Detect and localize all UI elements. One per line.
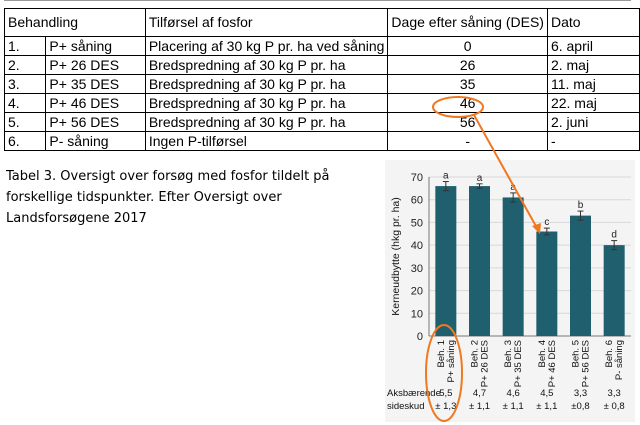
side-shoots-sd: ± 1,1 [536, 401, 557, 412]
header-des: Dage efter såning (DES) [387, 8, 548, 37]
bar [536, 231, 558, 336]
cell-date: 2. maj [546, 55, 640, 75]
x-category-label: Beh. 3 [503, 340, 514, 367]
cell-des-value: 0 [387, 36, 548, 56]
cell-row-number: 5. [3, 112, 47, 132]
x-category-label: P+ 56 DES [581, 340, 592, 387]
cell-phosphorus-application: Bredspredning af 30 kg P pr. ha [144, 55, 389, 75]
y-tick-label: 20 [411, 286, 423, 298]
cell-row-number: 2. [3, 55, 47, 75]
table-row: 3. P+ 35 DES Bredspredning af 30 kg P pr. … [3, 74, 640, 94]
cell-des-value: 35 [387, 74, 548, 94]
cell-phosphorus-application: Placering af 30 kg P pr. ha ved såning [144, 36, 389, 56]
cell-des-value: 46 [387, 93, 548, 113]
side-shoots-mean: 4,6 [507, 388, 520, 399]
cell-row-number: 6. [3, 131, 47, 151]
cell-treatment-name: P+ såning [45, 36, 146, 56]
table-caption: Tabel 3. Oversigt over forsøg med fosfor… [6, 169, 330, 226]
x-category-label: P+ 26 DES [480, 340, 491, 387]
y-tick-label: 70 [411, 172, 423, 184]
y-tick-label: 40 [411, 240, 423, 252]
cell-phosphorus-application: Ingen P-tilførsel [144, 131, 389, 151]
side-shoots-mean: 3,3 [574, 388, 587, 399]
table-row: 5. P+ 56 DES Bredspredning af 30 kg P pr. … [3, 112, 640, 132]
cell-phosphorus-application: Bredspredning af 30 kg P pr. ha [144, 112, 389, 132]
side-shoots-sd: ±0,8 [571, 401, 589, 412]
header-behandling: Behandling [4, 8, 146, 37]
x-category-label: P+ 35 DES [513, 340, 524, 387]
bar [570, 215, 591, 336]
y-tick-label: 50 [411, 217, 423, 229]
significance-letter: a [510, 182, 516, 193]
treatment-table: Behandling Tilførsel af fosfor Dage efte… [3, 8, 640, 151]
cell-treatment-name: P+ 26 DES [45, 55, 146, 75]
side-shoots-mean: 4,7 [473, 388, 486, 399]
cell-phosphorus-application: Bredspredning af 30 kg P pr. ha [144, 74, 389, 94]
significance-letter: d [611, 230, 617, 241]
table-row: 4. P+ 46 DES Bredspredning af 30 kg P pr. … [3, 93, 640, 113]
table-row: 2. P+ 26 DES Bredspredning af 30 kg P pr. … [3, 55, 640, 75]
side-shoots-mean: 5,5 [439, 388, 452, 399]
significance-letter: a [443, 171, 449, 182]
cell-treatment-name: P+ 35 DES [45, 74, 146, 94]
top-rule [4, 0, 631, 9]
header-dato: Dato [546, 8, 640, 37]
side-shoots-sd: ± 1,1 [503, 401, 524, 412]
side-shoots-sd: ± 0,8 [604, 401, 625, 412]
side-shoots-mean: 4,5 [540, 388, 553, 399]
bar [502, 197, 524, 336]
x-category-label: P+ 46 DES [547, 340, 558, 387]
side-shoots-sd: ± 1,1 [469, 401, 490, 412]
cell-des-value: - [387, 131, 548, 151]
side-shoots-mean: 3,3 [608, 388, 621, 399]
y-tick-label: 10 [411, 308, 423, 320]
x-category-label: P+ såning [446, 340, 457, 383]
cell-date: 6. april [546, 36, 640, 56]
cell-row-number: 4. [3, 93, 47, 113]
significance-letter: b [578, 200, 584, 211]
yield-bar-chart: 0 10 20 30 40 50 60 70 Kerneudbytte (hkg pr. ha)… [385, 160, 635, 422]
x-category-label: P- såning [614, 340, 625, 380]
y-tick-label: 60 [411, 195, 423, 207]
bar [603, 245, 625, 336]
y-axis-title: Kerneudbytte (hkg pr. ha) [390, 197, 402, 316]
side-shoots-label: sideskud [387, 401, 425, 412]
header-tilforsel: Tilførsel af fosfor [144, 8, 389, 37]
cell-date: 11. maj [546, 74, 640, 94]
y-tick-label: 0 [417, 331, 423, 343]
side-shoots-sd: ± 1,3 [435, 401, 456, 412]
side-shoots-label: Aksbærende [387, 388, 441, 399]
cell-treatment-name: P- såning [45, 131, 146, 151]
cell-date: 2. juni [546, 112, 640, 132]
y-tick-label: 30 [411, 263, 423, 275]
cell-row-number: 1. [3, 36, 47, 56]
cell-treatment-name: P+ 56 DES [45, 112, 146, 132]
cell-treatment-name: P+ 46 DES [45, 93, 146, 113]
cell-des-value: 26 [387, 55, 548, 75]
bar [469, 186, 490, 336]
x-category-label: Beh. 5 [571, 340, 582, 367]
cell-row-number: 3. [3, 74, 47, 94]
significance-letter: c [544, 217, 549, 228]
x-category-label: Beh. 6 [604, 340, 615, 367]
cell-date: - [546, 131, 640, 151]
table-row: 6. P- såning Ingen P-tilførsel - - [3, 131, 640, 151]
cell-des-value: 56 [387, 112, 548, 132]
table-header-row: Behandling Tilførsel af fosfor Dage efte… [4, 8, 640, 37]
bar [435, 186, 457, 336]
table-row: 1. P+ såning Placering af 30 kg P pr. ha v… [3, 36, 640, 56]
cell-date: 22. maj [546, 93, 640, 113]
x-category-label: Beh. 2 [470, 340, 481, 367]
significance-letter: a [477, 173, 483, 184]
x-category-label: Beh. 4 [537, 340, 548, 367]
cell-phosphorus-application: Bredspredning af 30 kg P pr. ha [144, 93, 389, 113]
